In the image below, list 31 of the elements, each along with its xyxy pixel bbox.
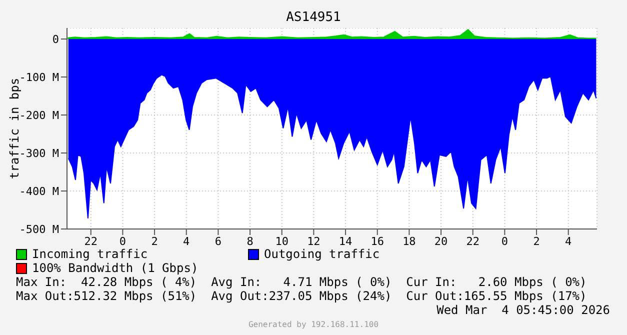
x-tick-label: 2	[151, 234, 158, 248]
chart-title: AS14951	[285, 10, 342, 25]
text: Wed Mar 4 05:45:00 2026	[436, 303, 610, 317]
x-tick-label: 4	[565, 234, 572, 248]
y-tick-label: 0	[52, 32, 59, 46]
x-tick-label: 2	[533, 234, 540, 248]
y-tick-label: -300 M	[19, 146, 60, 160]
x-tick-label: 10	[275, 234, 288, 248]
x-tick-label: 6	[214, 234, 222, 248]
x-tick-label: 0	[501, 234, 508, 248]
y-tick-label: -400 M	[19, 184, 60, 198]
text: Max Out:512.32 Mbps (51%) Avg Out:237.05 Mbps (24%) Cur Out:165.55 Mbps (17%)	[16, 289, 587, 303]
y-tick-label: -200 M	[19, 108, 60, 122]
x-tick-label: 20	[434, 234, 448, 248]
x-tick-label: 16	[370, 234, 384, 248]
x-tick-label: 8	[246, 234, 254, 248]
text: Generated by 192.168.11.100	[247, 320, 380, 329]
x-tick-label: 22	[84, 234, 98, 248]
text: Max In: 42.28 Mbps ( 4%) Avg In: 4.71 Mbps ( 0%) Cur In: 2.60 Mbps ( 0%)	[16, 275, 587, 289]
x-tick-label: 12	[307, 234, 320, 248]
legend-label: Outgoing traffic	[264, 247, 380, 261]
x-tick-label: 22	[466, 234, 480, 248]
legend-label: Incoming traffic	[32, 247, 148, 261]
legend-label: 100% Bandwidth (1 Gbps)	[32, 261, 198, 275]
x-tick-label: 4	[183, 234, 190, 248]
x-tick-label: 14	[338, 234, 353, 248]
y-axis-title: traffic in bps	[7, 78, 22, 180]
x-tick-label: 18	[402, 234, 416, 248]
x-tick-label: 0	[119, 234, 126, 248]
y-tick-label: -500 M	[19, 222, 60, 236]
y-tick-label: -100 M	[19, 70, 60, 84]
